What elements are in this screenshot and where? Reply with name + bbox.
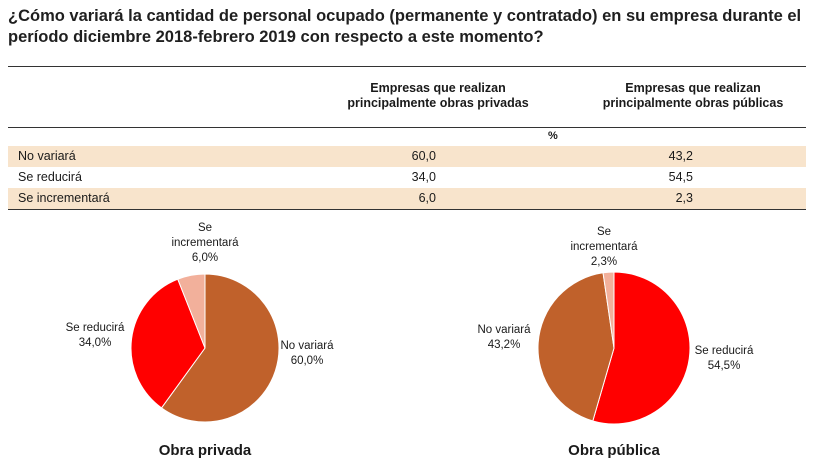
chart-title: Obra privada: [159, 442, 252, 459]
table-header-rule: [8, 127, 806, 128]
data-label: 34,0%: [79, 337, 112, 349]
table-bottom-rule: [8, 209, 806, 210]
unit-row: %: [8, 128, 806, 146]
cell-publicas: 2,3: [675, 191, 693, 205]
table-row: No variará 60,0 43,2: [8, 146, 806, 167]
data-label: 54,5%: [708, 360, 741, 372]
cell-publicas: 54,5: [668, 170, 693, 184]
header-publicas: Empresas que realizan principalmente obr…: [602, 81, 784, 110]
cell-privadas: 34,0: [411, 170, 436, 184]
table-row: Se reducirá 34,0 54,5: [8, 167, 806, 188]
pie-slice: [592, 271, 691, 425]
row-label: Se reducirá: [18, 170, 82, 184]
cell-publicas: 43,2: [668, 149, 693, 163]
pie-slice: [130, 278, 206, 409]
cell-privadas: 60,0: [411, 149, 436, 163]
table-row: Se incrementará 6,0 2,3: [8, 188, 806, 209]
table-top-rule: [8, 66, 806, 67]
pie-slice: [537, 272, 615, 422]
row-label: No variará: [18, 149, 76, 163]
data-label: Se reducirá: [695, 345, 754, 357]
chart-title: Obra pública: [568, 442, 660, 459]
data-label: Se: [198, 222, 212, 234]
results-table: Empresas que realizan principalmente obr…: [8, 66, 806, 210]
data-label: incrementará: [171, 237, 239, 249]
table-header: Empresas que realizan principalmente obr…: [8, 67, 806, 127]
pie-slice: [160, 273, 280, 423]
page-title: ¿Cómo variará la cantidad de personal oc…: [8, 7, 802, 46]
pie-slice: [602, 271, 615, 349]
row-label: Se incrementará: [18, 191, 110, 205]
data-label: 2,3%: [591, 256, 617, 268]
data-label: 6,0%: [192, 252, 218, 264]
data-label: No variará: [280, 340, 334, 352]
unit-label: %: [548, 130, 558, 142]
pie-slice: [177, 273, 206, 349]
data-label: No variará: [477, 324, 531, 336]
cell-privadas: 6,0: [418, 191, 436, 205]
data-label: Se reducirá: [66, 322, 125, 334]
data-label: 43,2%: [488, 339, 521, 351]
data-label: Se: [597, 226, 611, 238]
data-label: 60,0%: [291, 355, 324, 367]
data-label: incrementará: [570, 241, 638, 253]
header-privadas: Empresas que realizan principalmente obr…: [347, 81, 529, 110]
